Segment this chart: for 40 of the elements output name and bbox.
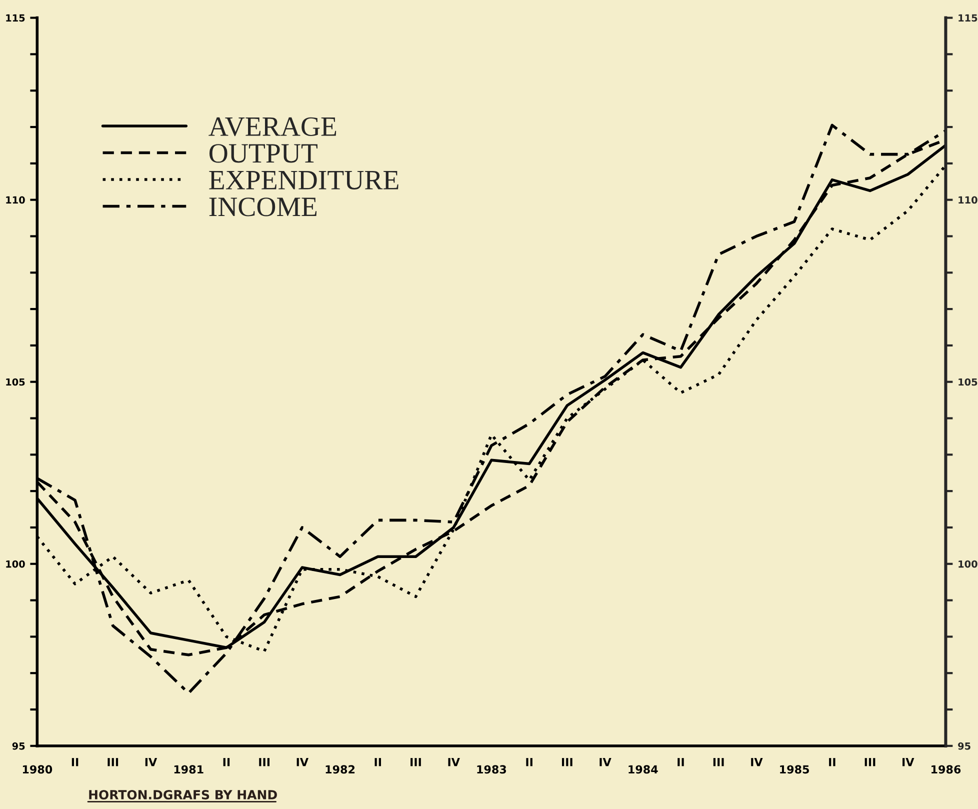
y2-tick-label: 110 bbox=[958, 196, 978, 204]
legend-label: OUTPUT bbox=[209, 144, 318, 163]
x-tick-label: III bbox=[259, 758, 270, 766]
x-tick-label: IV bbox=[448, 758, 460, 766]
y-tick-label: 110 bbox=[6, 196, 25, 204]
x-tick-label: III bbox=[410, 758, 421, 766]
text: HORTON.DGRAFS BY HAND bbox=[89, 790, 277, 800]
x-tick-label: II bbox=[223, 758, 230, 766]
x-tick-label: 1981 bbox=[174, 765, 204, 774]
x-tick-label: IV bbox=[145, 758, 158, 766]
x-tick-label: III bbox=[713, 758, 724, 766]
x-tick-label: IV bbox=[751, 758, 763, 766]
y2-tick-label: 95 bbox=[958, 742, 970, 750]
x-tick-label: II bbox=[374, 758, 381, 766]
x-tick-label: 1980 bbox=[22, 765, 52, 774]
x-tick-label: IV bbox=[296, 758, 308, 766]
y-tick-label: 105 bbox=[6, 378, 25, 386]
y-tick-label: 95 bbox=[12, 742, 25, 750]
x-tick-label: II bbox=[678, 758, 684, 766]
y-tick-label: 100 bbox=[6, 560, 25, 568]
x-tick-label: 1985 bbox=[780, 765, 809, 774]
legend-label: EXPENDITURE bbox=[209, 171, 398, 190]
y2-tick-label: 105 bbox=[958, 378, 978, 386]
x-tick-label: II bbox=[526, 758, 532, 766]
legend-label: INCOME bbox=[209, 198, 317, 216]
x-tick-label: 1983 bbox=[477, 765, 506, 774]
y2-tick-label: 115 bbox=[958, 14, 978, 22]
x-tick-label: 1986 bbox=[932, 765, 961, 774]
y2-tick-label: 100 bbox=[958, 560, 978, 568]
x-tick-label: III bbox=[562, 758, 572, 766]
x-tick-label: IV bbox=[600, 758, 612, 766]
x-tick-label: IV bbox=[902, 758, 914, 766]
x-tick-label: 1982 bbox=[326, 765, 355, 774]
legend-label: AVERAGE bbox=[208, 117, 336, 136]
x-tick-label: III bbox=[864, 758, 876, 766]
x-tick-label: II bbox=[829, 758, 836, 766]
y-tick-label: 115 bbox=[6, 14, 25, 22]
x-tick-label: II bbox=[72, 758, 78, 766]
x-tick-label: 1984 bbox=[628, 765, 658, 774]
x-tick-label: III bbox=[108, 758, 118, 766]
